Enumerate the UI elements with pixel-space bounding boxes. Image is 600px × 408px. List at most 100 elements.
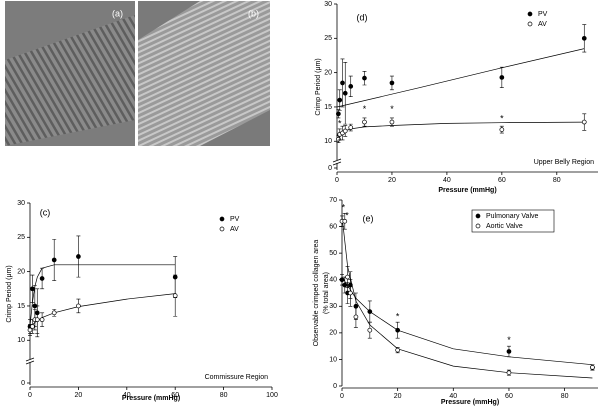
legend-label: AV: [230, 226, 239, 233]
y-tick-label: 0: [21, 380, 25, 387]
axis-break: [26, 359, 34, 362]
legend-marker: [475, 223, 481, 229]
y-tick-label: 20: [324, 69, 332, 76]
x-tick-label: 60: [171, 392, 179, 399]
y-axis-label: Crimp Period (μm): [315, 58, 322, 115]
x-tick-label: 20: [394, 393, 402, 400]
data-point: [362, 75, 367, 81]
data-point: [395, 347, 401, 353]
y-tick-label: 30: [324, 1, 332, 8]
y-tick-label: 40: [329, 277, 337, 284]
panel-label: (e): [363, 213, 374, 223]
y-tick-label: 15: [324, 104, 332, 111]
y-tick-label: 70: [329, 197, 337, 204]
data-point: [590, 365, 595, 370]
x-axis-label: Pressure (mmHg): [122, 395, 180, 402]
panel-label: (c): [40, 207, 51, 217]
data-point: [367, 309, 373, 314]
region-label: Upper Belly Region: [534, 159, 594, 166]
axis-break: [332, 158, 342, 166]
data-point: [367, 327, 373, 333]
y-tick-label: 10: [324, 138, 332, 145]
fit-curve: [336, 48, 585, 108]
significance-star: *: [342, 202, 346, 212]
y-tick-label: 20: [329, 330, 337, 337]
legend-label: PV: [538, 11, 548, 18]
y-tick-label: 25: [324, 35, 332, 42]
y-tick-label: 50: [329, 250, 337, 257]
legend-marker: [219, 216, 225, 222]
significance-star: *: [363, 104, 367, 114]
y-axis-label: Crimp Period (μm): [6, 265, 13, 322]
data-point: [362, 119, 367, 125]
data-point: [340, 80, 345, 86]
data-point: [395, 327, 401, 333]
x-tick-label: 40: [123, 392, 131, 399]
data-point: [342, 218, 348, 224]
data-point: [339, 277, 345, 283]
data-point: [172, 293, 178, 299]
micrograph-a: (a): [5, 1, 135, 146]
fit-curve: [29, 264, 176, 327]
data-point: [39, 276, 45, 281]
fit-curve: [29, 293, 176, 329]
fit-curve: [341, 276, 593, 366]
data-point: [499, 127, 505, 132]
data-point: [30, 324, 35, 329]
x-tick-label: 40: [449, 393, 457, 400]
data-point: [39, 317, 45, 323]
legend-marker: [527, 21, 533, 27]
x-tick-label: 80: [220, 392, 228, 399]
data-point: [347, 290, 353, 296]
legend-label: Aortic Valve: [486, 223, 523, 230]
y-tick-label: 30: [329, 303, 337, 310]
data-point: [30, 286, 35, 292]
legend-label: AV: [538, 21, 547, 28]
significance-star: *: [390, 104, 394, 114]
x-tick-label: 20: [75, 392, 83, 399]
legend-label: Pulmonary Valve: [486, 213, 539, 220]
data-point: [337, 97, 343, 103]
legend-marker: [219, 226, 225, 232]
data-point: [336, 111, 341, 117]
panel-label: (b): [248, 8, 259, 18]
fit-curve: [336, 121, 585, 137]
significance-star: *: [396, 311, 400, 321]
data-point: [51, 257, 57, 263]
data-point: [389, 80, 395, 86]
x-tick-label: 0: [335, 177, 339, 184]
y-tick-label: 0: [333, 383, 337, 390]
data-point: [51, 310, 57, 316]
panel-label: (d): [357, 12, 368, 22]
axis-break: [25, 357, 35, 365]
data-point: [27, 327, 33, 333]
y-tick-label: 0: [328, 165, 332, 172]
x-tick-label: 0: [28, 392, 32, 399]
data-point: [342, 90, 348, 96]
y-tick-label: 30: [17, 200, 25, 207]
data-point: [581, 35, 587, 41]
data-point: [506, 370, 512, 376]
data-point: [506, 349, 512, 354]
data-point: [342, 282, 348, 288]
legend-marker: [475, 213, 481, 219]
legend-box: [471, 209, 555, 233]
axis-break: [333, 160, 341, 163]
data-point: [76, 303, 81, 309]
data-point: [499, 75, 505, 80]
data-point: [345, 274, 350, 280]
x-axis-label: Pressure (mmHg): [441, 399, 499, 406]
significance-star: *: [338, 118, 342, 128]
x-tick-label: 60: [498, 177, 506, 184]
y-tick-label: 10: [329, 356, 337, 363]
y-tick-label: 10: [17, 337, 25, 344]
data-point: [581, 119, 587, 125]
y-tick-label: 25: [17, 234, 25, 241]
x-tick-label: 80: [553, 177, 561, 184]
data-point: [348, 125, 354, 130]
x-tick-label: 0: [340, 393, 344, 400]
x-tick-label: 100: [266, 392, 278, 399]
fit-curve: [341, 215, 593, 379]
x-tick-label: 40: [443, 177, 451, 184]
y-tick-label: 20: [17, 268, 25, 275]
